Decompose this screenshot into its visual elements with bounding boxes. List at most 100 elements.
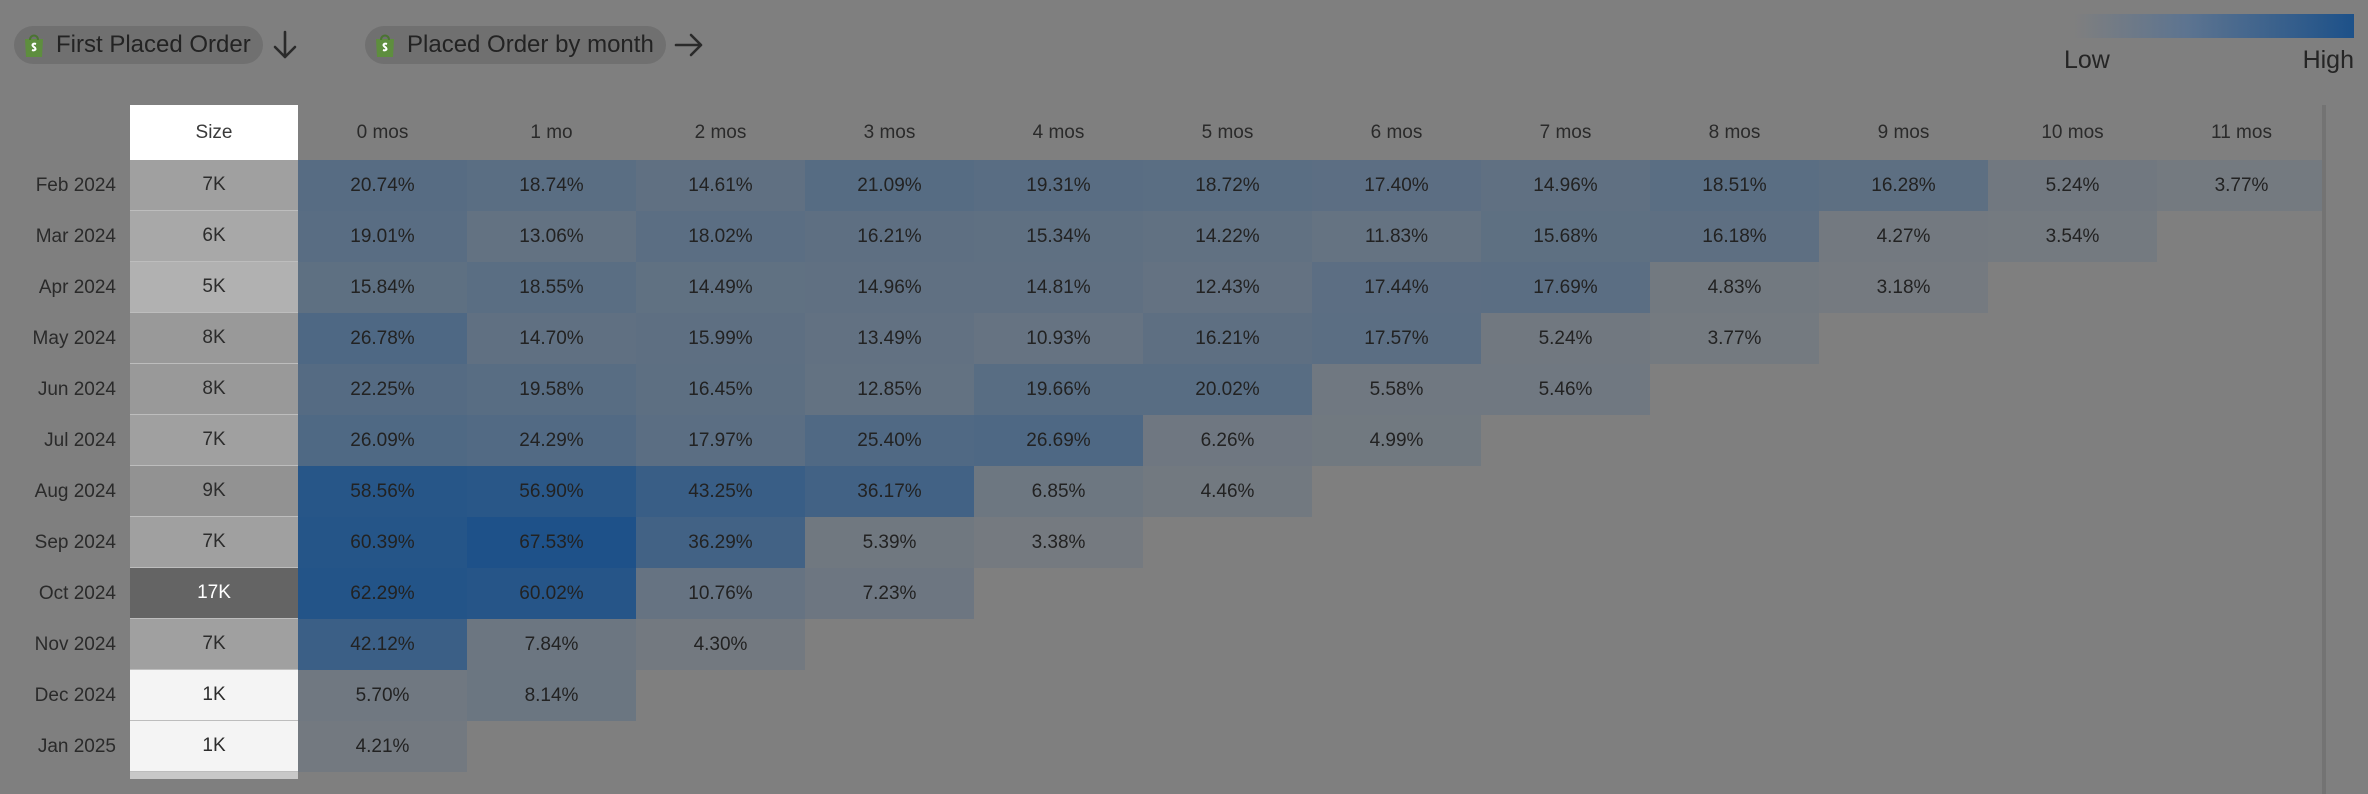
heatmap-cell[interactable]: 58.56% — [298, 466, 467, 517]
legend-low-label: Low — [2064, 46, 2110, 74]
heatmap-cell[interactable]: 16.28% — [1819, 160, 1988, 211]
heatmap-cell[interactable]: 4.27% — [1819, 211, 1988, 262]
heatmap-cell[interactable]: 5.24% — [1988, 160, 2157, 211]
heatmap-cell[interactable]: 7.23% — [805, 568, 974, 619]
heatmap-cell[interactable]: 6.26% — [1143, 415, 1312, 466]
heatmap-cell[interactable]: 14.49% — [636, 262, 805, 313]
heatmap-cell[interactable]: 13.06% — [467, 211, 636, 262]
heatmap-cell[interactable]: 5.24% — [1481, 313, 1650, 364]
heatmap-cell[interactable]: 5.58% — [1312, 364, 1481, 415]
row-dimension-label: First Placed Order — [56, 31, 251, 58]
heatmap-cell[interactable]: 3.77% — [2157, 160, 2326, 211]
shopify-bag-icon — [376, 34, 394, 57]
row-dimension-chip[interactable]: First Placed Order — [14, 26, 263, 64]
heatmap-cell[interactable]: 3.54% — [1988, 211, 2157, 262]
heatmap-cell[interactable]: 14.61% — [636, 160, 805, 211]
heatmap-cell[interactable]: 20.74% — [298, 160, 467, 211]
heatmap-cell[interactable]: 4.83% — [1650, 262, 1819, 313]
heatmap-cell[interactable]: 43.25% — [636, 466, 805, 517]
heatmap-cell[interactable]: 3.18% — [1819, 262, 1988, 313]
heatmap-cell[interactable]: 18.02% — [636, 211, 805, 262]
heatmap-cell[interactable]: 19.01% — [298, 211, 467, 262]
heatmap-cell[interactable]: 14.96% — [1481, 160, 1650, 211]
heatmap-cell[interactable]: 16.45% — [636, 364, 805, 415]
heatmap-cell[interactable]: 15.68% — [1481, 211, 1650, 262]
column-header: 5 mos — [1201, 121, 1254, 143]
heatmap-cell[interactable]: 25.40% — [805, 415, 974, 466]
heatmap-cell[interactable]: 5.46% — [1481, 364, 1650, 415]
heatmap-cell[interactable]: 18.51% — [1650, 160, 1819, 211]
size-cell: 7K — [130, 160, 298, 211]
heatmap-cell[interactable]: 17.44% — [1312, 262, 1481, 313]
heatmap-cell[interactable]: 26.78% — [298, 313, 467, 364]
heatmap-cell[interactable]: 24.29% — [467, 415, 636, 466]
heatmap-cell[interactable]: 26.09% — [298, 415, 467, 466]
heatmap-cell[interactable]: 19.66% — [974, 364, 1143, 415]
heatmap-cell[interactable]: 60.02% — [467, 568, 636, 619]
heatmap-cell[interactable]: 12.43% — [1143, 262, 1312, 313]
heatmap-cell[interactable]: 19.31% — [974, 160, 1143, 211]
heatmap-cell[interactable]: 4.99% — [1312, 415, 1481, 466]
heatmap-cell[interactable]: 62.29% — [298, 568, 467, 619]
heatmap-cell[interactable]: 6.85% — [974, 466, 1143, 517]
row-label: Jan 2025 — [37, 735, 116, 757]
size-cell: 8K — [130, 313, 298, 364]
heatmap-cell[interactable]: 18.55% — [467, 262, 636, 313]
heatmap-cell[interactable]: 14.96% — [805, 262, 974, 313]
arrow-down-icon[interactable] — [268, 28, 302, 62]
heatmap-cell[interactable]: 22.25% — [298, 364, 467, 415]
size-cell: 7K — [130, 619, 298, 670]
heatmap-cell[interactable]: 56.90% — [467, 466, 636, 517]
heatmap-cell[interactable]: 15.34% — [974, 211, 1143, 262]
heatmap-cell[interactable]: 10.76% — [636, 568, 805, 619]
heatmap-cell[interactable]: 17.69% — [1481, 262, 1650, 313]
row-label: Nov 2024 — [34, 633, 116, 655]
heatmap-cell[interactable]: 12.85% — [805, 364, 974, 415]
heatmap-cell[interactable]: 14.22% — [1143, 211, 1312, 262]
heatmap-cell[interactable]: 42.12% — [298, 619, 467, 670]
heatmap-cell[interactable]: 16.18% — [1650, 211, 1819, 262]
heatmap-cell[interactable]: 36.17% — [805, 466, 974, 517]
size-column-header: Size — [130, 105, 298, 160]
heatmap-cell[interactable]: 5.39% — [805, 517, 974, 568]
row-label: Dec 2024 — [34, 684, 116, 706]
heatmap-cell[interactable]: 4.30% — [636, 619, 805, 670]
column-header: 6 mos — [1370, 121, 1423, 143]
heatmap-cell[interactable]: 10.93% — [974, 313, 1143, 364]
row-label: Aug 2024 — [34, 480, 116, 502]
col-dimension-chip[interactable]: Placed Order by month — [365, 26, 666, 64]
column-header: 3 mos — [863, 121, 916, 143]
heatmap-cell[interactable]: 18.72% — [1143, 160, 1312, 211]
heatmap-cell[interactable]: 36.29% — [636, 517, 805, 568]
vertical-scrollbar[interactable] — [2322, 105, 2326, 794]
heatmap-cell[interactable]: 60.39% — [298, 517, 467, 568]
heatmap-cell[interactable]: 13.49% — [805, 313, 974, 364]
heatmap-cell[interactable]: 4.46% — [1143, 466, 1312, 517]
heatmap-cell[interactable]: 11.83% — [1312, 211, 1481, 262]
heatmap-cell[interactable]: 20.02% — [1143, 364, 1312, 415]
heatmap-cell[interactable]: 4.21% — [298, 721, 467, 772]
heatmap-cell[interactable]: 21.09% — [805, 160, 974, 211]
heatmap-cell[interactable]: 7.84% — [467, 619, 636, 670]
heatmap-cell[interactable]: 17.40% — [1312, 160, 1481, 211]
heatmap-cell[interactable]: 16.21% — [1143, 313, 1312, 364]
heatmap-cell[interactable]: 3.77% — [1650, 313, 1819, 364]
heatmap-cell[interactable]: 17.57% — [1312, 313, 1481, 364]
heatmap-cell[interactable]: 14.70% — [467, 313, 636, 364]
heatmap-cell[interactable]: 5.70% — [298, 670, 467, 721]
heatmap-cell[interactable]: 19.58% — [467, 364, 636, 415]
heatmap-cell[interactable]: 3.38% — [974, 517, 1143, 568]
heatmap-cell[interactable]: 26.69% — [974, 415, 1143, 466]
row-label: Feb 2024 — [35, 174, 116, 196]
col-dimension-label: Placed Order by month — [407, 31, 654, 58]
heatmap-cell[interactable]: 18.74% — [467, 160, 636, 211]
heatmap-cell[interactable]: 14.81% — [974, 262, 1143, 313]
heatmap-cell[interactable]: 17.97% — [636, 415, 805, 466]
heatmap-cell[interactable]: 8.14% — [467, 670, 636, 721]
heatmap-cell[interactable]: 15.84% — [298, 262, 467, 313]
heatmap-cell[interactable]: 16.21% — [805, 211, 974, 262]
heatmap-cell[interactable]: 67.53% — [467, 517, 636, 568]
arrow-right-icon[interactable] — [672, 28, 706, 62]
heatmap-cell[interactable]: 15.99% — [636, 313, 805, 364]
